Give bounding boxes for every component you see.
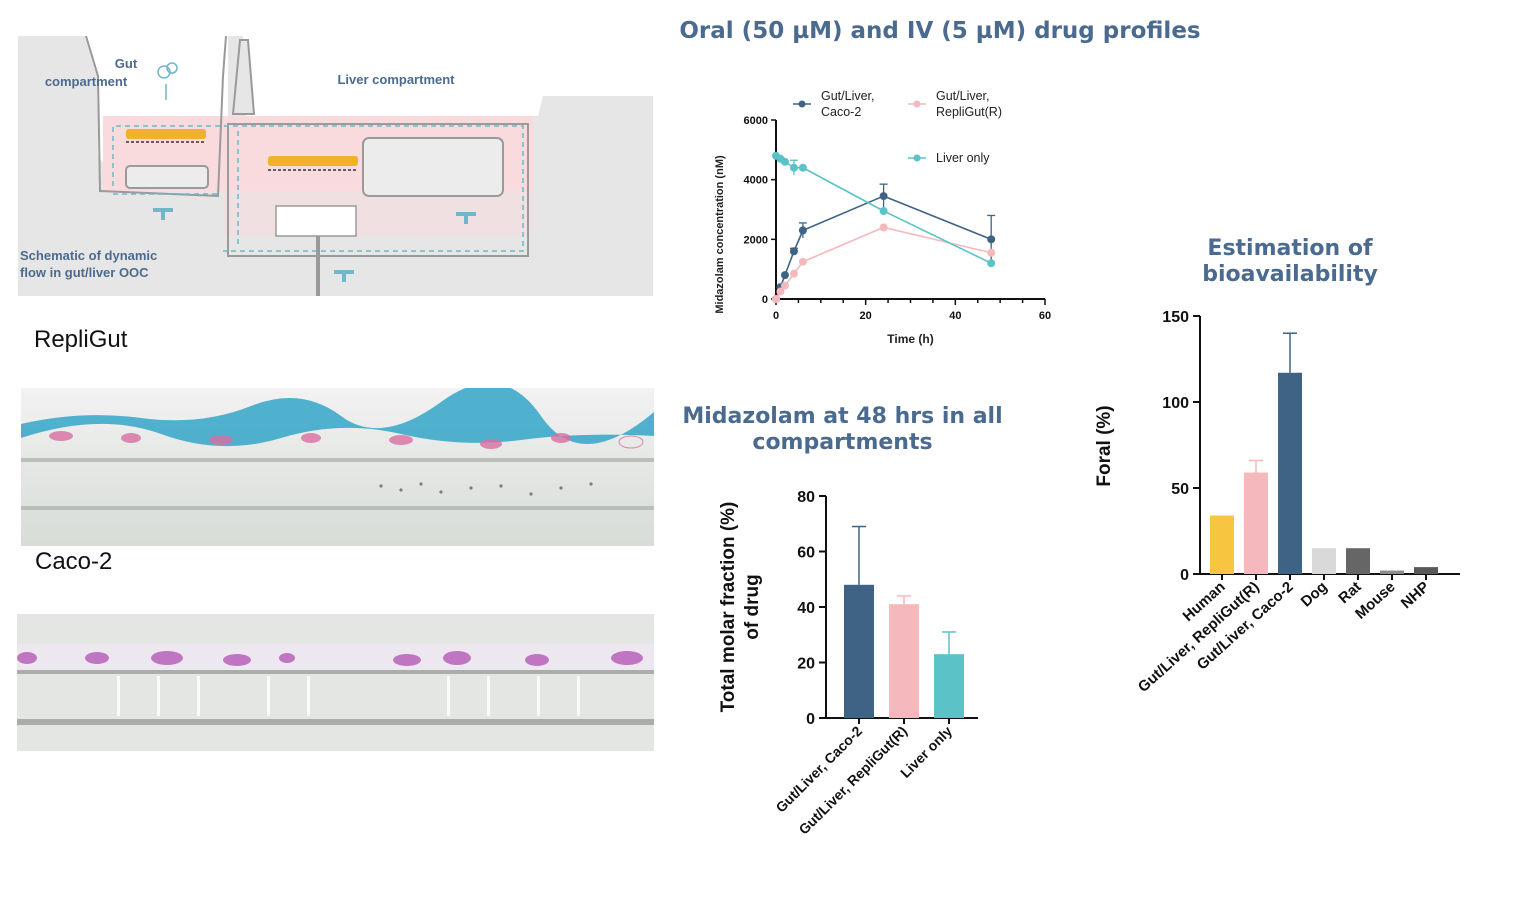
m-y-tick-label: 60 [797, 545, 815, 562]
molar-title: Midazolam at 48 hrs in all compartments [650, 404, 1035, 456]
profiles-data-point [789, 269, 798, 278]
f-bar [1312, 548, 1336, 574]
profiles-y-tick-label: 0 [762, 294, 768, 306]
profiles-series-line [775, 226, 992, 300]
legend-entry-line1: Gut/Liver, [936, 89, 990, 103]
m-y-tick-label: 20 [797, 656, 815, 673]
profiles-data-point [798, 226, 807, 235]
repligut-label: RepliGut [34, 326, 128, 353]
profiles-data-point [879, 192, 888, 201]
drug-profiles-chart: 0 2000 4000 6000 0 20 40 60 Gut/Liver, Caco-2 Gut… [714, 89, 1051, 346]
f-bar [1380, 570, 1404, 574]
f-bar [1244, 472, 1268, 574]
gut-label-line2: compartment [45, 74, 128, 89]
profiles-data-point [789, 247, 798, 256]
legend-entry-line2: RepliGut(R) [936, 105, 1002, 119]
profiles-data-point [798, 257, 807, 266]
legend-swatch-point [913, 154, 921, 162]
profiles-y-tick-label: 4000 [744, 175, 768, 187]
profiles-data-point [789, 163, 798, 172]
f-category-label: NHP [1398, 578, 1433, 612]
profiles-y-axis-label: Midazolam concentration (nM) [714, 155, 726, 314]
foral-title: Estimation of bioavailability [1150, 236, 1430, 288]
molar-y-axis-label-line1: Total molar fraction (%) [718, 502, 739, 713]
profiles-data-point [780, 157, 789, 166]
profiles-data-point [776, 287, 785, 296]
m-bar [844, 584, 874, 718]
molar-title-line1: Midazolam at 48 hrs in all [682, 404, 1003, 429]
f-bar [1414, 567, 1438, 574]
profiles-data-point [987, 259, 996, 268]
legend-swatch-point [798, 100, 806, 108]
profiles-x-axis-label: Time (h) [887, 332, 933, 346]
m-y-tick-label: 80 [797, 489, 815, 506]
molar-title-line2: compartments [752, 430, 933, 455]
foral-title-line2: bioavailability [1202, 262, 1378, 287]
f-y-tick-label: 100 [1162, 395, 1189, 412]
m-bar [934, 654, 964, 718]
profiles-data-point [780, 281, 789, 290]
profiles-y-tick-label: 6000 [744, 115, 768, 127]
profiles-data-point [772, 295, 780, 303]
profiles-data-point [987, 235, 996, 244]
molar-y-axis-label-line2: of drug [742, 574, 763, 639]
profiles-data-point [987, 248, 996, 257]
m-y-tick-label: 40 [797, 600, 815, 617]
profiles-data-point [780, 271, 789, 280]
profiles-x-tick-label: 60 [1039, 310, 1051, 322]
gut-label-line1: Gut [115, 56, 138, 71]
profiles-data-point [879, 223, 888, 232]
f-bar [1346, 548, 1370, 574]
profiles-x-tick-label: 40 [949, 310, 961, 322]
m-bar [889, 604, 919, 718]
f-y-tick-label: 0 [1180, 567, 1189, 584]
profiles-x-tick-label: 20 [860, 310, 872, 322]
foral-title-line1: Estimation of [1207, 236, 1373, 261]
profiles-y-tick-label: 2000 [744, 234, 768, 246]
legend-entry-line1: Liver only [936, 151, 990, 165]
caco2-label: Caco-2 [35, 548, 113, 575]
f-bar [1210, 515, 1234, 574]
f-y-tick-label: 50 [1171, 481, 1189, 498]
gut-liver-schematic: Gut compartment Liver compartment Schema… [18, 36, 653, 296]
schematic-caption-line2: flow in gut/liver OOC [20, 265, 149, 280]
legend-entry-line2: Caco-2 [821, 105, 861, 119]
profiles-x-tick-label: 0 [773, 310, 779, 322]
f-bar [1278, 372, 1302, 574]
legend-entry-line1: Gut/Liver, [821, 89, 875, 103]
f-y-tick-label: 150 [1162, 309, 1189, 326]
profiles-data-point [798, 163, 807, 172]
schematic-caption-line1: Schematic of dynamic [20, 248, 157, 263]
foral-y-axis-label: Foral (%) [1094, 405, 1115, 486]
profiles-data-point [879, 206, 888, 215]
legend-swatch-point [913, 100, 921, 108]
liver-label: Liver compartment [337, 72, 455, 87]
m-y-tick-label: 0 [806, 711, 815, 728]
repligut-micrograph [21, 388, 654, 546]
caco2-micrograph [17, 614, 654, 751]
f-category-label: Dog [1298, 578, 1331, 610]
profiles-title: Oral (50 µM) and IV (5 µM) drug profiles [679, 18, 1201, 44]
